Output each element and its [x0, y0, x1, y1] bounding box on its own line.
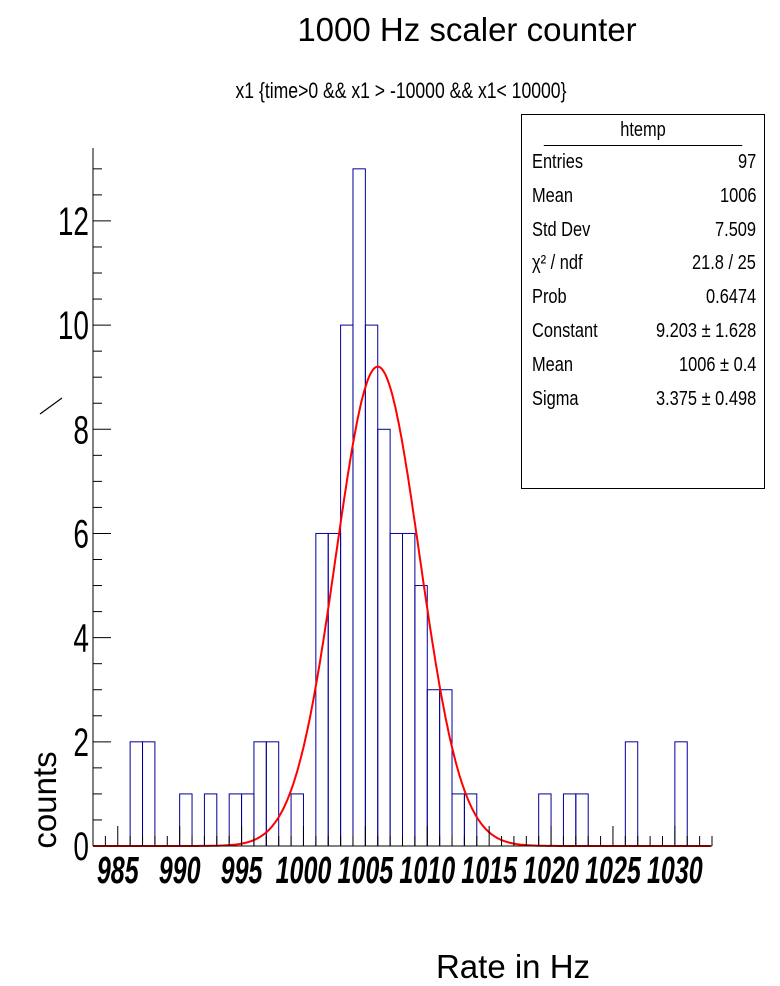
stats-key: Constant — [532, 319, 598, 342]
stats-key: Prob — [532, 286, 567, 309]
stats-value: 1006 — [719, 184, 756, 207]
stats-row: Entries 97 — [522, 146, 764, 180]
stats-key: Mean — [532, 353, 574, 376]
histogram-bar — [575, 793, 589, 847]
stats-key: Entries — [532, 151, 584, 173]
histogram-bar — [402, 532, 416, 847]
histogram-bar — [228, 793, 243, 847]
y-tick-label: 10 — [58, 304, 89, 348]
histogram-bar — [426, 689, 441, 847]
histogram-bar — [463, 793, 478, 847]
histogram-bar — [129, 741, 144, 847]
histogram-bar — [674, 741, 688, 847]
y-tick-label: 2 — [73, 721, 89, 765]
stats-value: 21.8 / 25 — [692, 252, 756, 275]
x-tick-label: 990 — [159, 849, 201, 891]
x-tick-label: 985 — [97, 849, 140, 891]
histogram-bar — [142, 741, 156, 847]
y-tick-label: 6 — [73, 513, 89, 557]
stats-row: Sigma 3.375 ± 0.498 — [522, 383, 764, 417]
histogram-bar — [179, 793, 193, 847]
histogram-bar — [327, 532, 342, 847]
x-tick-label: 1030 — [647, 849, 703, 891]
stats-value: 3.375 ± 0.498 — [655, 387, 756, 410]
stats-value: 9.203 ± 1.628 — [655, 319, 756, 342]
x-tick-label: 1000 — [276, 849, 332, 891]
y-tick-labels: 0 2 4 6 8 10 12 — [58, 200, 89, 869]
stats-value: 1006 ± 0.4 — [678, 353, 756, 376]
x-tick-label: 1005 — [337, 849, 394, 891]
chart-subtitle: x1 {time>0 && x1 > -10000 && x1< 10000} — [236, 79, 567, 103]
stats-key: χ² / ndf — [532, 252, 583, 275]
stats-value: 7.509 — [714, 218, 756, 241]
y-tick-label: 0 — [73, 825, 89, 869]
stats-row: Constant 9.203 ± 1.628 — [522, 315, 764, 349]
stats-row: Mean 1006 ± 0.4 — [522, 349, 764, 383]
stats-row: Prob 0.6474 — [522, 281, 764, 315]
histogram-bar — [377, 428, 391, 847]
histogram-bar — [364, 324, 379, 847]
histogram-bar — [253, 741, 267, 847]
stats-key: Sigma — [532, 387, 579, 410]
x-tick-label: 1010 — [399, 849, 455, 891]
histogram-bar — [203, 793, 218, 847]
histogram-bar — [352, 168, 366, 847]
y-tick-label: 8 — [73, 409, 89, 453]
chart-title: 1000 Hz scaler counter — [297, 11, 636, 48]
y-tick-label: 12 — [58, 200, 89, 244]
x-tick-label: 1025 — [585, 849, 642, 891]
histogram-bar — [562, 793, 577, 847]
histogram-bar — [340, 324, 354, 847]
x-axis-label: Rate in Hz — [436, 948, 590, 985]
stats-value: 97 — [737, 151, 756, 173]
histogram-bar — [241, 793, 255, 847]
x-tick-label: 1020 — [523, 849, 579, 891]
stats-value: 0.6474 — [705, 286, 756, 309]
x-tick-label: 995 — [221, 849, 264, 891]
stats-key: Mean — [532, 184, 574, 207]
histogram-bar — [538, 793, 552, 847]
stats-title: htemp — [543, 115, 743, 146]
histogram-bar — [389, 532, 403, 847]
histogram-bar — [414, 585, 428, 847]
x-tick-label: 1015 — [461, 849, 518, 891]
stats-key: Std Dev — [532, 218, 591, 241]
stats-row: Std Dev 7.509 — [522, 214, 764, 248]
histogram-bar — [315, 532, 329, 847]
histogram-bar — [290, 793, 304, 847]
y-axis-label: counts — [26, 751, 63, 848]
histogram-bar — [451, 793, 465, 847]
stats-row: Mean 1006 — [522, 180, 764, 214]
histogram-bar — [439, 689, 453, 847]
stats-row: χ² / ndf 21.8 / 25 — [522, 247, 764, 281]
axes — [92, 148, 713, 847]
x-tick-labels: 985 990 995 1000 1005 1010 1015 1020 1025 1030 — [97, 849, 703, 891]
stray-line — [39, 397, 63, 415]
y-tick-label: 4 — [73, 617, 89, 661]
stats-box: htemp Entries 97 Mean 1006 Std Dev 7.509… — [521, 114, 765, 489]
histogram-bar — [624, 741, 639, 847]
